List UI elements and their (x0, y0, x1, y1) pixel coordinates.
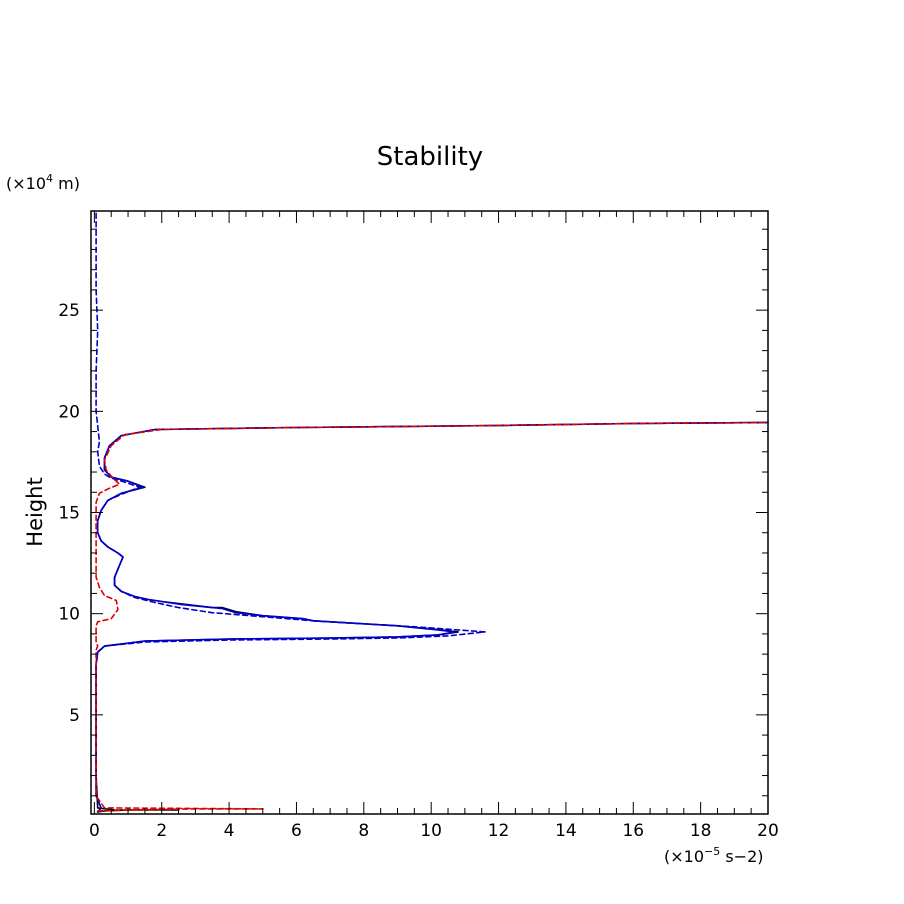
x-tick-label: 4 (224, 821, 235, 841)
x-tick-label: 20 (757, 821, 779, 841)
x-tick-label: 18 (690, 821, 712, 841)
x-units-label: (×10−5 s−2) (664, 845, 763, 866)
plot-frame (90, 210, 769, 815)
series-line-4 (95, 421, 769, 812)
ticks-layer (91, 211, 769, 814)
series-line-2 (95, 421, 769, 813)
x-tick-label: 2 (156, 821, 167, 841)
x-tick-label: 8 (358, 821, 369, 841)
y-units-label: (×104 m) (6, 172, 80, 193)
series-line-3 (95, 210, 486, 813)
x-tick-label: 10 (420, 821, 442, 841)
x-tick-label: 6 (291, 821, 302, 841)
y-axis-label: Height (23, 477, 47, 546)
x-tick-label: 12 (488, 821, 510, 841)
y-tick-label: 5 (69, 706, 80, 726)
y-tick-label: 20 (58, 402, 80, 422)
y-tick-label: 15 (58, 504, 80, 524)
series-layer (95, 210, 769, 813)
series-line-1 (95, 421, 769, 813)
x-tick-label: 14 (555, 821, 577, 841)
tick-labels-layer: 0 2 4 6 8 10 12 14 16 18 20 5 10 15 20 25 (58, 301, 778, 841)
chart-title: Stability (377, 142, 483, 172)
x-tick-label: 0 (89, 821, 100, 841)
x-tick-label: 16 (622, 821, 644, 841)
y-tick-label: 10 (58, 605, 80, 625)
y-tick-label: 25 (58, 301, 80, 321)
